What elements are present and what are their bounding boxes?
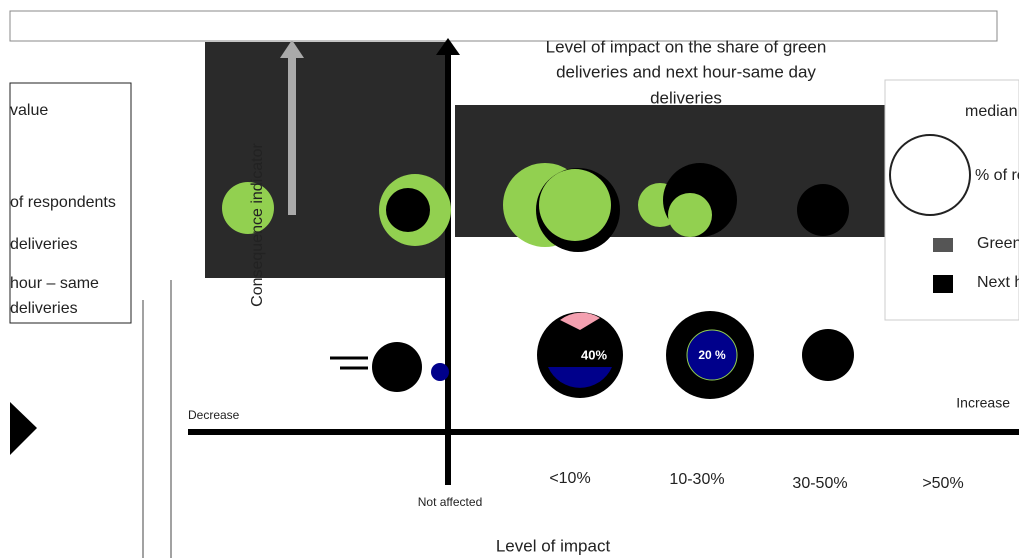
decrease-label: Decrease <box>188 408 240 422</box>
legend-entry: Next hour – same day deliveries <box>977 274 1019 291</box>
left-legend-box <box>9 82 132 324</box>
bubble-part <box>548 367 612 388</box>
title: deliveries <box>650 88 722 107</box>
bubble <box>539 169 611 241</box>
category-label: 10-30% <box>669 471 724 488</box>
bubble-label: 40% <box>581 347 607 362</box>
arrow-shaft <box>288 55 296 215</box>
arrow-head <box>280 40 304 58</box>
bubbles <box>222 134 971 399</box>
category-label: <10% <box>549 470 590 487</box>
legend-entry: deliveries <box>10 236 78 253</box>
left-legend: value of respondents deliveries hour – s… <box>10 102 116 317</box>
legend-entry: of respondents <box>10 194 116 211</box>
legend-entry: hour – same <box>10 275 99 292</box>
bubble <box>797 184 849 236</box>
category-label: 30-50% <box>792 475 847 492</box>
play-arrow <box>10 402 37 455</box>
increase-label: Increase <box>956 395 1010 411</box>
legend-swatch <box>933 275 953 293</box>
y-axis-label: Consequence indicator <box>249 143 266 307</box>
legend-bubble <box>889 134 971 216</box>
category-label: >50% <box>922 475 963 492</box>
title: deliveries and next hour-same day <box>556 62 816 81</box>
bubble-part <box>560 312 600 330</box>
category-label: Not affected <box>418 495 483 509</box>
bubble <box>668 193 712 237</box>
top-frame <box>9 10 998 42</box>
legend-entry: Green deliveries <box>977 235 1019 252</box>
legend-entry: median value <box>965 103 1019 120</box>
legend-entry: value <box>10 102 48 119</box>
bubble <box>802 329 854 381</box>
legend-entry: % of respondents <box>975 167 1019 184</box>
title: Level of impact on the share of green <box>546 37 827 56</box>
legend: median value % of respondents Green deli… <box>965 103 1019 291</box>
bubble <box>386 188 430 232</box>
bubble <box>222 182 274 234</box>
bubble <box>372 342 422 392</box>
bubble-label: 20 % <box>698 348 726 362</box>
bubble <box>686 329 738 381</box>
y-axis-arrow <box>436 38 460 55</box>
bubble <box>431 363 449 381</box>
x-axis-label: Level of impact <box>496 536 611 555</box>
legend-swatch <box>933 238 953 252</box>
legend-entry: deliveries <box>10 300 78 317</box>
